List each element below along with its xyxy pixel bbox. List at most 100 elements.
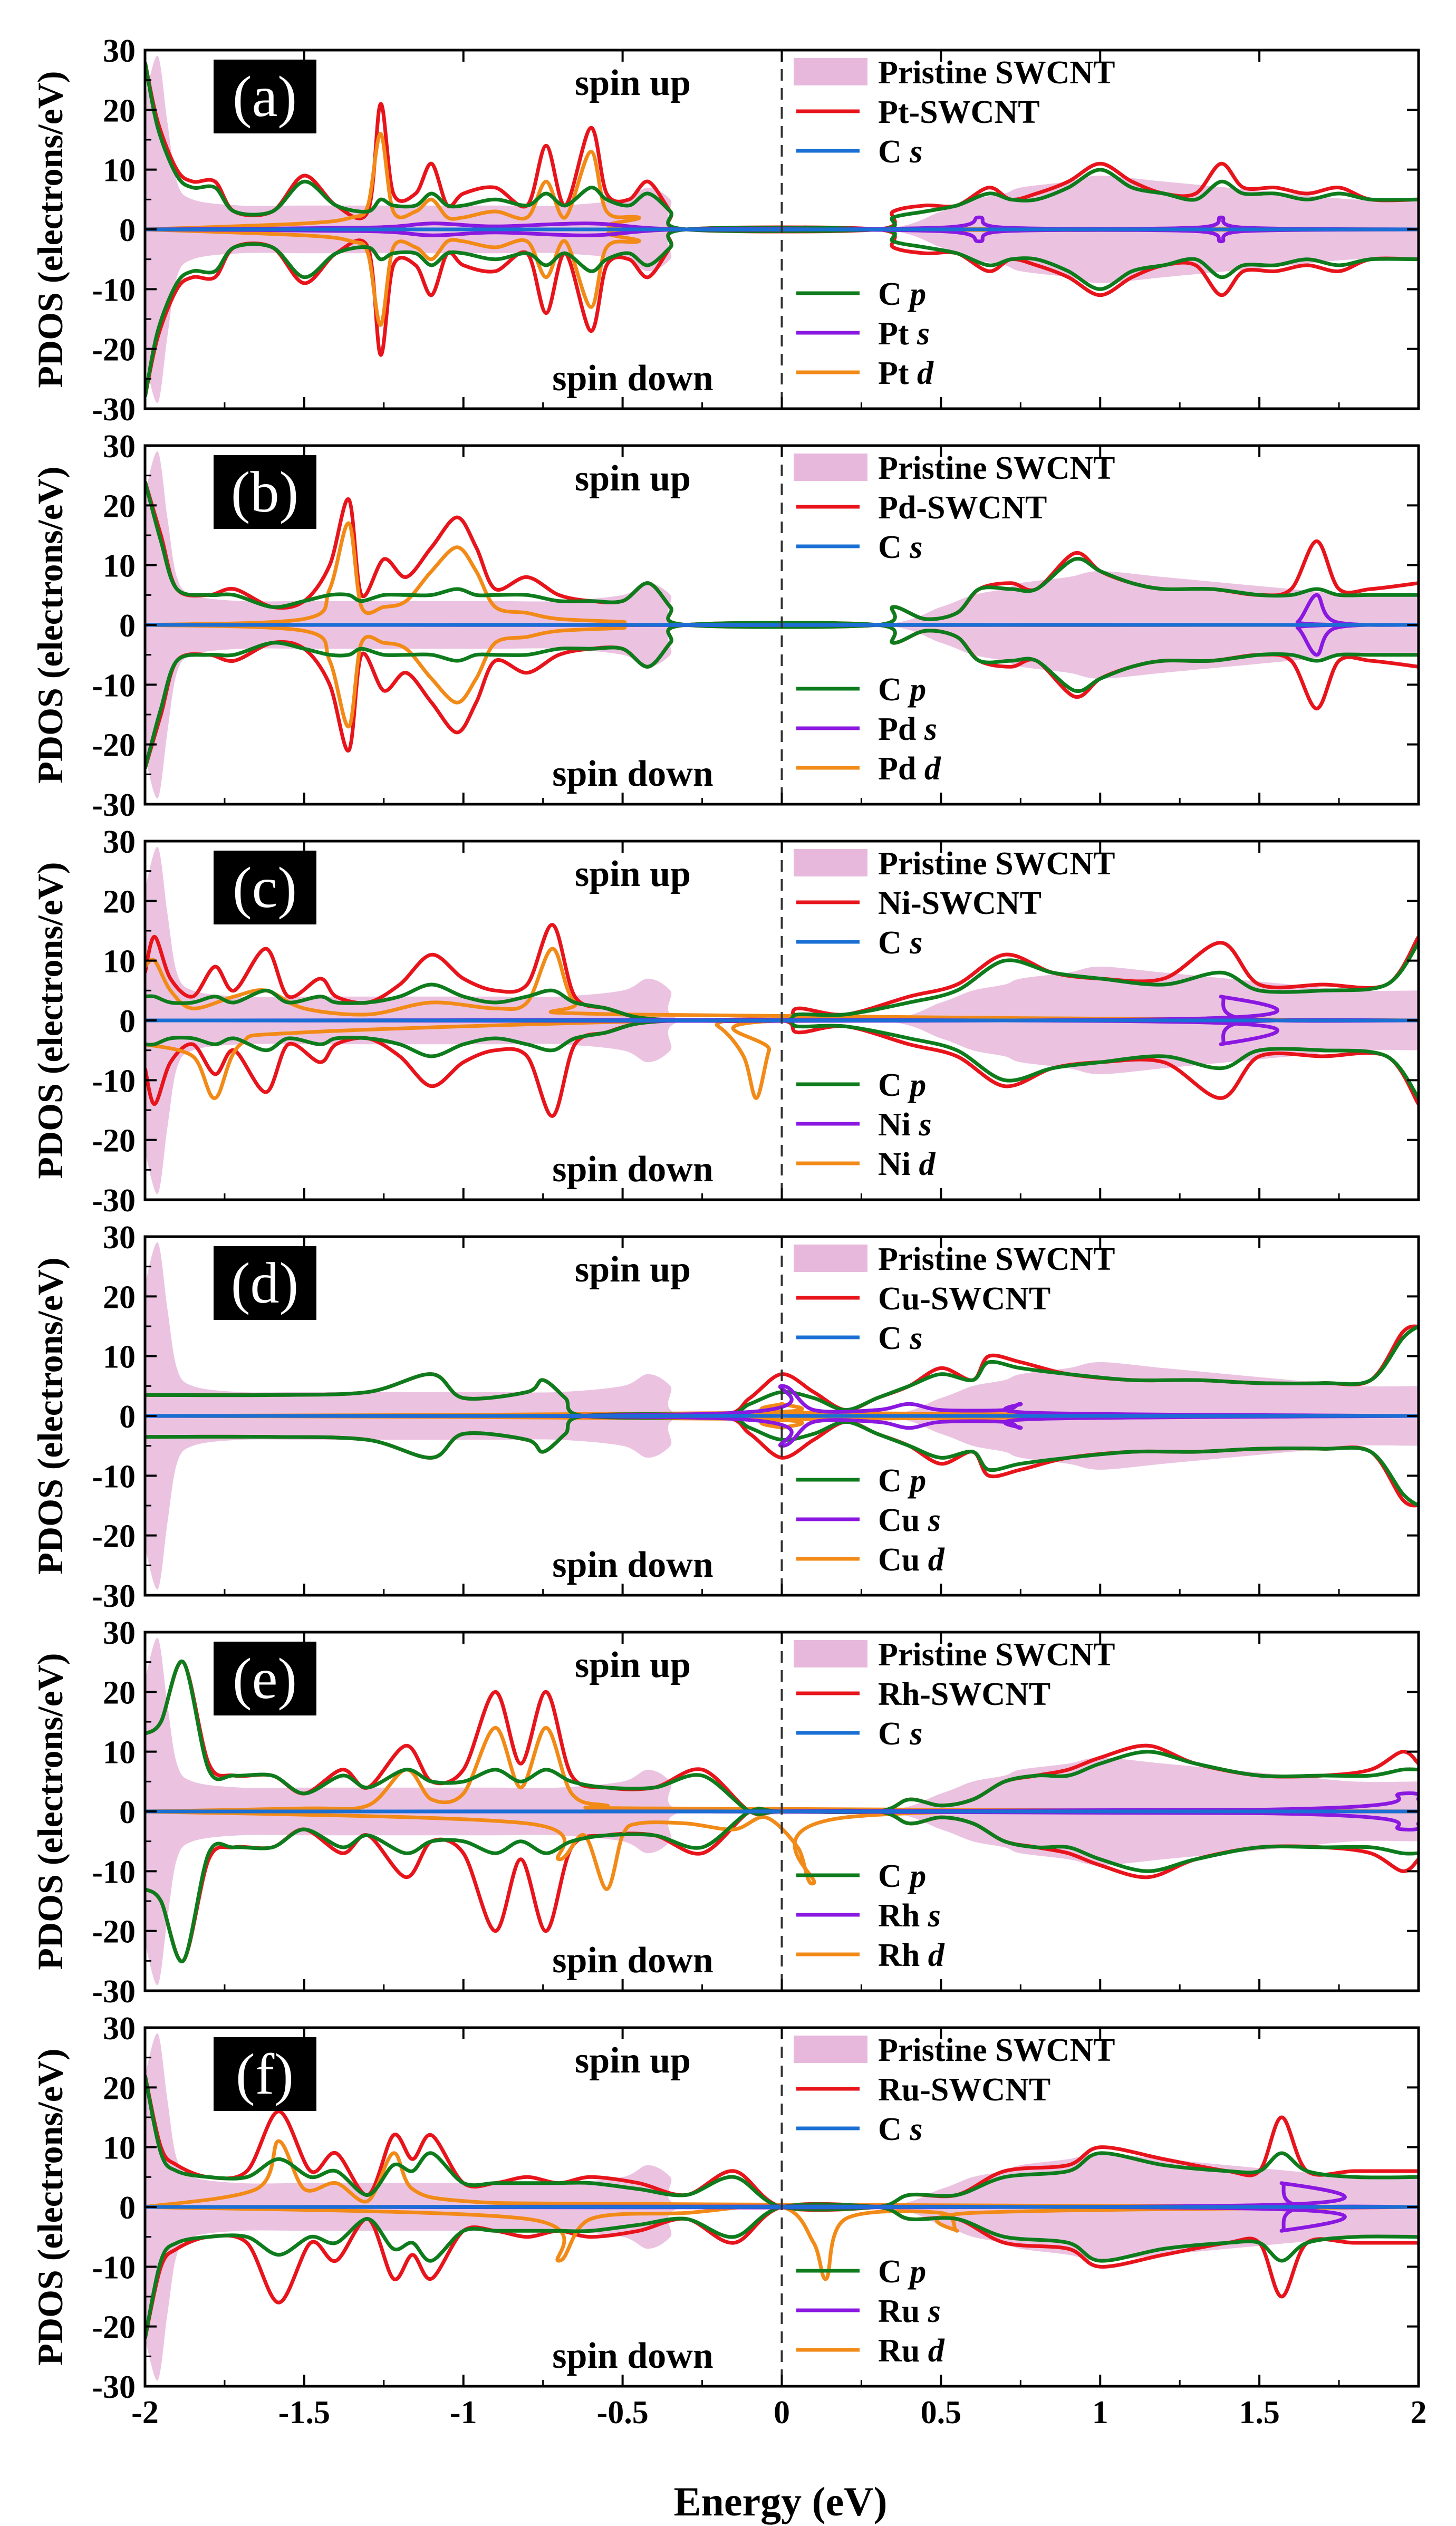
panel-label-box (214, 1246, 316, 1320)
y-axis-label: PDOS (electrons/eV) (30, 466, 70, 783)
y-tick-label: -20 (92, 1519, 136, 1555)
legend-swatch (794, 58, 867, 85)
y-tick-label: -30 (92, 2369, 136, 2405)
y-tick-label: -10 (92, 1854, 136, 1890)
series-pristine-swcnt-up (145, 1242, 1419, 1419)
y-tick-label: -30 (92, 392, 136, 428)
spin-up-label: spin up (575, 458, 691, 499)
legend-entry-pristine-swcnt: Pristine SWCNT (794, 2032, 1115, 2068)
series-c-p-up (145, 1325, 1419, 1420)
legend-label: Pristine SWCNT (878, 55, 1115, 91)
series-c-p-up (145, 62, 1419, 233)
series-c-p-down (145, 1018, 1419, 1100)
legend-label: Ru s (878, 2293, 941, 2329)
panel-rh: 30 20 10 0 -10 -20 -30 PDOS (electrons/eV) (e) sp… (30, 1615, 1420, 2010)
x-tick-label: 1 (1092, 2395, 1108, 2431)
panel-label: (d) (231, 1251, 298, 1315)
panel-label: (c) (233, 855, 297, 920)
legend-entry-pristine-swcnt: Pristine SWCNT (794, 55, 1115, 91)
legend-swatch (794, 1640, 867, 1667)
y-tick-label: 0 (119, 2190, 136, 2226)
legend-entry-pristine-swcnt: Pristine SWCNT (794, 1241, 1115, 1277)
legend-label: Ni-SWCNT (878, 885, 1042, 921)
panel-label: (b) (231, 460, 298, 524)
y-axis-label: PDOS (electrons/eV) (30, 1257, 70, 1574)
legend-label: Ni s (878, 1107, 932, 1143)
series-pristine-swcnt-down (145, 1808, 1419, 1985)
legend-label: C s (878, 2112, 922, 2147)
spin-down-label: spin down (552, 754, 713, 794)
x-tick-label: 1.5 (1239, 2395, 1280, 2431)
spin-down-label: spin down (552, 1545, 713, 1585)
panel-label-box (214, 60, 316, 133)
legend-label: C s (878, 925, 922, 961)
legend-label: C s (878, 1320, 922, 1356)
legend-label: Pt-SWCNT (878, 94, 1040, 130)
y-tick-label: 30 (103, 2011, 136, 2047)
y-tick-label: 0 (119, 1399, 136, 1435)
series-pristine-swcnt-up (145, 451, 1419, 628)
series-pristine-swcnt-up (145, 1637, 1419, 1815)
y-tick-label: 10 (103, 1339, 136, 1375)
panel-label: (f) (236, 2042, 294, 2106)
legend-entry-c-p: C p (796, 1067, 926, 1103)
legend-entry-pt-swcnt: Pt-SWCNT (796, 94, 1040, 130)
y-tick-label: 10 (103, 1735, 136, 1771)
y-tick-label: -20 (92, 332, 136, 368)
legend-entry-ru-d: Ru d (796, 2333, 945, 2369)
legend-label: Rh-SWCNT (878, 1676, 1050, 1712)
series-pristine-swcnt-down (145, 226, 1419, 403)
legend-entry-c-p: C p (796, 1858, 926, 1894)
legend-label: C p (878, 276, 926, 312)
legend-entry-cu-swcnt: Cu-SWCNT (796, 1281, 1050, 1317)
legend-entry-cu-s: Cu s (796, 1502, 941, 1538)
y-tick-label: -10 (92, 2250, 136, 2286)
series-c-p-down (145, 1412, 1419, 1507)
legend-swatch (794, 454, 867, 481)
y-tick-label: 20 (103, 2070, 136, 2106)
x-tick-label: -1.5 (278, 2395, 330, 2431)
series-pristine-swcnt-up (145, 2033, 1419, 2210)
x-tick-label: -0.5 (597, 2395, 649, 2431)
legend-entry-pristine-swcnt: Pristine SWCNT (794, 846, 1115, 882)
legend-label: C p (878, 672, 926, 708)
legend-entry-pt-s: Pt s (796, 316, 930, 352)
y-tick-label: 10 (103, 153, 136, 189)
series-c-p-down (145, 1807, 1419, 1964)
y-tick-label: -10 (92, 1063, 136, 1099)
y-tick-label: 20 (103, 1675, 136, 1711)
legend-entry-ni-swcnt: Ni-SWCNT (796, 885, 1042, 921)
legend-swatch (794, 2036, 867, 2063)
legend-label: Cu d (878, 1542, 945, 1578)
panel-label: (e) (233, 1646, 297, 1711)
spin-down-label: spin down (552, 358, 713, 399)
legend-entry-pd-d: Pd d (796, 751, 941, 787)
legend-label: C p (878, 2254, 926, 2290)
panel-pt: 30 20 10 0 -10 -20 -30 PDOS (electrons/eV) (a) sp… (30, 33, 1420, 428)
y-axis-label: PDOS (electrons/eV) (30, 1653, 70, 1970)
legend-entry-c-p: C p (796, 276, 926, 312)
y-tick-label: 0 (119, 1004, 136, 1039)
legend-label: Pd d (878, 751, 941, 787)
y-tick-label: -10 (92, 1459, 136, 1495)
legend-entry-pristine-swcnt: Pristine SWCNT (794, 1637, 1115, 1673)
panel-label: (a) (233, 64, 297, 129)
panel-label-box (214, 2037, 316, 2111)
panel-label-box (214, 455, 316, 529)
legend-label: Cu-SWCNT (878, 1281, 1050, 1317)
legend-label: C p (878, 1067, 926, 1103)
legend-label: Pd s (878, 711, 937, 747)
y-tick-label: 30 (103, 429, 136, 465)
series-c-p-down (145, 226, 1419, 397)
y-tick-label: -30 (92, 787, 136, 823)
legend-entry-pristine-swcnt: Pristine SWCNT (794, 450, 1115, 486)
series-pristine-swcnt-down (145, 2204, 1419, 2381)
legend-label: Cu s (878, 1502, 941, 1538)
series-ni-d-up (145, 947, 1419, 1023)
x-tick-label: 2 (1411, 2395, 1427, 2431)
series-c-p-up (145, 2075, 1419, 2212)
spin-down-label: spin down (552, 1940, 713, 1981)
y-axis-label: PDOS (electrons/eV) (30, 2048, 70, 2365)
